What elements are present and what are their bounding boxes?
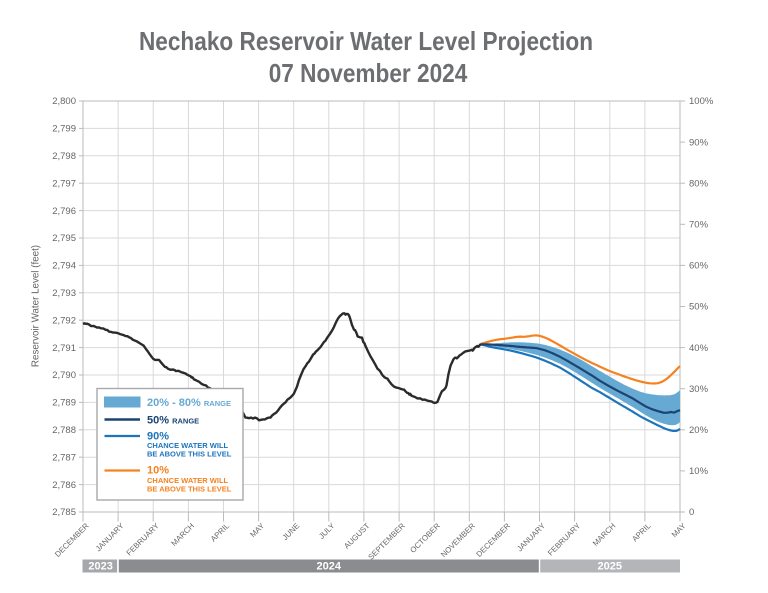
- svg-text:2,797: 2,797: [52, 178, 76, 189]
- svg-text:20% - 80% RANGE: 20% - 80% RANGE: [147, 397, 231, 409]
- svg-text:CHANCE WATER WILL: CHANCE WATER WILL: [147, 476, 229, 485]
- svg-text:2,794: 2,794: [52, 261, 76, 272]
- svg-text:70%: 70%: [689, 220, 709, 231]
- svg-text:2023: 2023: [88, 561, 112, 573]
- svg-text:40%: 40%: [689, 343, 709, 354]
- svg-text:50% RANGE: 50% RANGE: [147, 415, 199, 427]
- svg-text:2,796: 2,796: [52, 206, 76, 217]
- svg-text:07 November 2024: 07 November 2024: [269, 60, 468, 89]
- svg-text:50%: 50%: [689, 302, 709, 313]
- svg-text:2,800: 2,800: [52, 96, 76, 107]
- svg-text:20%: 20%: [689, 425, 709, 436]
- svg-text:60%: 60%: [689, 261, 709, 272]
- svg-text:2,791: 2,791: [52, 343, 76, 354]
- svg-text:2,795: 2,795: [52, 233, 76, 244]
- svg-text:BE ABOVE THIS LEVEL: BE ABOVE THIS LEVEL: [147, 485, 232, 494]
- svg-text:90%: 90%: [689, 137, 709, 148]
- svg-text:2,787: 2,787: [52, 452, 76, 463]
- svg-text:2025: 2025: [598, 561, 622, 573]
- svg-text:BE ABOVE THIS LEVEL: BE ABOVE THIS LEVEL: [147, 450, 232, 459]
- svg-text:2,792: 2,792: [52, 315, 76, 326]
- svg-text:Nechako Reservoir Water Level: Nechako Reservoir Water Level Projection: [139, 28, 593, 57]
- svg-text:2,798: 2,798: [52, 151, 76, 162]
- svg-text:30%: 30%: [689, 384, 709, 395]
- svg-text:2,799: 2,799: [52, 124, 76, 135]
- svg-text:CHANCE WATER WILL: CHANCE WATER WILL: [147, 441, 229, 450]
- svg-text:100%: 100%: [689, 96, 714, 107]
- svg-text:2024: 2024: [317, 561, 342, 573]
- svg-text:Reservoir Water Level (feet): Reservoir Water Level (feet): [31, 245, 42, 367]
- svg-text:2,790: 2,790: [52, 370, 76, 381]
- svg-text:80%: 80%: [689, 178, 709, 189]
- svg-text:2,788: 2,788: [52, 425, 76, 436]
- svg-text:10%: 10%: [147, 465, 169, 477]
- svg-text:0: 0: [689, 507, 694, 518]
- svg-text:2,789: 2,789: [52, 398, 76, 409]
- svg-text:90%: 90%: [147, 431, 169, 443]
- svg-text:2,793: 2,793: [52, 288, 76, 299]
- svg-text:2,785: 2,785: [52, 507, 76, 518]
- svg-text:2,786: 2,786: [52, 480, 76, 491]
- svg-text:10%: 10%: [689, 466, 709, 477]
